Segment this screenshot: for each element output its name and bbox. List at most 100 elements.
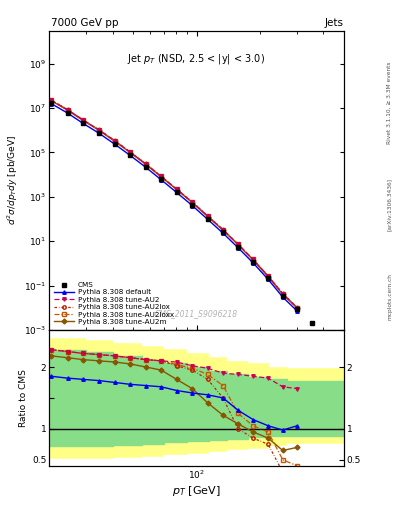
Pythia 8.308 tune-AU2lox: [81, 117, 86, 123]
Pythia 8.308 tune-AU2m: [190, 200, 195, 206]
Pythia 8.308 default: [266, 276, 270, 283]
CMS: [65, 110, 70, 116]
CMS: [295, 306, 299, 312]
Pythia 8.308 default: [251, 260, 255, 266]
Pythia 8.308 tune-AU2loxx: [190, 199, 195, 205]
Pythia 8.308 tune-AU2lox: [128, 149, 132, 155]
X-axis label: $p_T$ [GeV]: $p_T$ [GeV]: [172, 484, 221, 498]
Pythia 8.308 tune-AU2lox: [97, 127, 101, 133]
Line: Pythia 8.308 tune-AU2lox: Pythia 8.308 tune-AU2lox: [50, 99, 299, 309]
Pythia 8.308 tune-AU2lox: [251, 257, 255, 263]
Pythia 8.308 tune-AU2loxx: [205, 213, 210, 219]
Text: [arXiv:1306.3436]: [arXiv:1306.3436]: [387, 178, 392, 231]
Pythia 8.308 tune-AU2: [280, 291, 285, 297]
CMS: [128, 152, 132, 158]
Pythia 8.308 tune-AU2: [65, 107, 70, 113]
CMS: [266, 275, 270, 281]
Pythia 8.308 tune-AU2loxx: [112, 138, 117, 144]
Pythia 8.308 tune-AU2m: [295, 305, 299, 311]
Pythia 8.308 tune-AU2m: [236, 242, 241, 248]
Pythia 8.308 tune-AU2lox: [143, 161, 148, 167]
CMS: [323, 338, 328, 345]
Pythia 8.308 tune-AU2m: [65, 107, 70, 113]
Pythia 8.308 default: [81, 120, 86, 126]
CMS: [190, 202, 195, 208]
Pythia 8.308 tune-AU2loxx: [266, 273, 270, 279]
Pythia 8.308 tune-AU2loxx: [251, 257, 255, 263]
CMS: [220, 229, 225, 236]
Pythia 8.308 tune-AU2: [49, 97, 54, 103]
Pythia 8.308 default: [97, 130, 101, 136]
Pythia 8.308 tune-AU2: [174, 186, 179, 192]
Pythia 8.308 tune-AU2lox: [49, 97, 54, 103]
Legend: CMS, Pythia 8.308 default, Pythia 8.308 tune-AU2, Pythia 8.308 tune-AU2lox, Pyth: CMS, Pythia 8.308 default, Pythia 8.308 …: [53, 281, 176, 326]
CMS: [174, 189, 179, 195]
Text: Jet $p_T$ (NSD, 2.5 < |y| < 3.0): Jet $p_T$ (NSD, 2.5 < |y| < 3.0): [127, 52, 266, 66]
Pythia 8.308 tune-AU2loxx: [295, 305, 299, 311]
CMS: [112, 141, 117, 147]
Pythia 8.308 tune-AU2loxx: [236, 241, 241, 247]
Line: Pythia 8.308 default: Pythia 8.308 default: [50, 102, 299, 313]
CMS: [97, 130, 101, 136]
Pythia 8.308 tune-AU2lox: [159, 174, 163, 180]
Pythia 8.308 tune-AU2: [251, 257, 255, 263]
Pythia 8.308 tune-AU2: [81, 117, 86, 123]
CMS: [159, 176, 163, 182]
CMS: [143, 164, 148, 170]
Pythia 8.308 tune-AU2loxx: [97, 127, 101, 133]
Pythia 8.308 default: [112, 141, 117, 147]
Text: Rivet 3.1.10, ≥ 3.3M events: Rivet 3.1.10, ≥ 3.3M events: [387, 61, 392, 144]
Pythia 8.308 tune-AU2m: [143, 161, 148, 167]
Pythia 8.308 default: [143, 164, 148, 170]
CMS: [205, 216, 210, 222]
Pythia 8.308 tune-AU2lox: [236, 241, 241, 247]
Pythia 8.308 tune-AU2: [159, 174, 163, 180]
CMS: [81, 120, 86, 126]
Pythia 8.308 tune-AU2loxx: [174, 186, 179, 192]
Pythia 8.308 tune-AU2m: [112, 138, 117, 144]
Pythia 8.308 tune-AU2m: [266, 273, 270, 280]
Pythia 8.308 tune-AU2: [112, 138, 117, 144]
Pythia 8.308 tune-AU2: [128, 149, 132, 155]
Pythia 8.308 tune-AU2loxx: [280, 291, 285, 297]
Pythia 8.308 tune-AU2lox: [174, 186, 179, 192]
Line: Pythia 8.308 tune-AU2loxx: Pythia 8.308 tune-AU2loxx: [50, 99, 299, 309]
Pythia 8.308 tune-AU2: [220, 226, 225, 232]
Pythia 8.308 tune-AU2lox: [295, 305, 299, 311]
Pythia 8.308 tune-AU2: [266, 273, 270, 279]
Pythia 8.308 tune-AU2m: [174, 186, 179, 193]
Pythia 8.308 tune-AU2loxx: [49, 97, 54, 103]
Y-axis label: Ratio to CMS: Ratio to CMS: [19, 369, 28, 427]
CMS: [280, 292, 285, 298]
Pythia 8.308 tune-AU2m: [97, 127, 101, 134]
CMS: [336, 356, 340, 362]
Pythia 8.308 tune-AU2loxx: [128, 149, 132, 155]
Pythia 8.308 tune-AU2lox: [266, 273, 270, 279]
Pythia 8.308 default: [128, 153, 132, 159]
Pythia 8.308 default: [159, 177, 163, 183]
Y-axis label: $d^2\sigma/dp_Tdy$ [pb/GeV]: $d^2\sigma/dp_Tdy$ [pb/GeV]: [6, 135, 20, 225]
Pythia 8.308 default: [295, 308, 299, 314]
Pythia 8.308 tune-AU2loxx: [220, 226, 225, 232]
Pythia 8.308 tune-AU2lox: [190, 199, 195, 205]
CMS: [309, 320, 314, 326]
Pythia 8.308 tune-AU2: [143, 161, 148, 167]
Pythia 8.308 tune-AU2m: [81, 117, 86, 123]
Pythia 8.308 default: [65, 110, 70, 116]
Line: Pythia 8.308 tune-AU2: Pythia 8.308 tune-AU2: [50, 99, 299, 309]
Pythia 8.308 tune-AU2m: [128, 150, 132, 156]
CMS: [236, 244, 241, 250]
Pythia 8.308 tune-AU2m: [205, 214, 210, 220]
Pythia 8.308 default: [205, 217, 210, 223]
Pythia 8.308 tune-AU2m: [159, 174, 163, 180]
Pythia 8.308 default: [49, 101, 54, 107]
Pythia 8.308 tune-AU2: [205, 213, 210, 219]
Pythia 8.308 tune-AU2loxx: [65, 107, 70, 113]
Line: CMS: CMS: [49, 101, 340, 361]
CMS: [49, 100, 54, 106]
Text: CMS_2011_S9096218: CMS_2011_S9096218: [155, 309, 238, 318]
Pythia 8.308 tune-AU2: [295, 305, 299, 311]
CMS: [251, 259, 255, 265]
Pythia 8.308 tune-AU2loxx: [143, 161, 148, 167]
Text: Jets: Jets: [325, 18, 344, 28]
